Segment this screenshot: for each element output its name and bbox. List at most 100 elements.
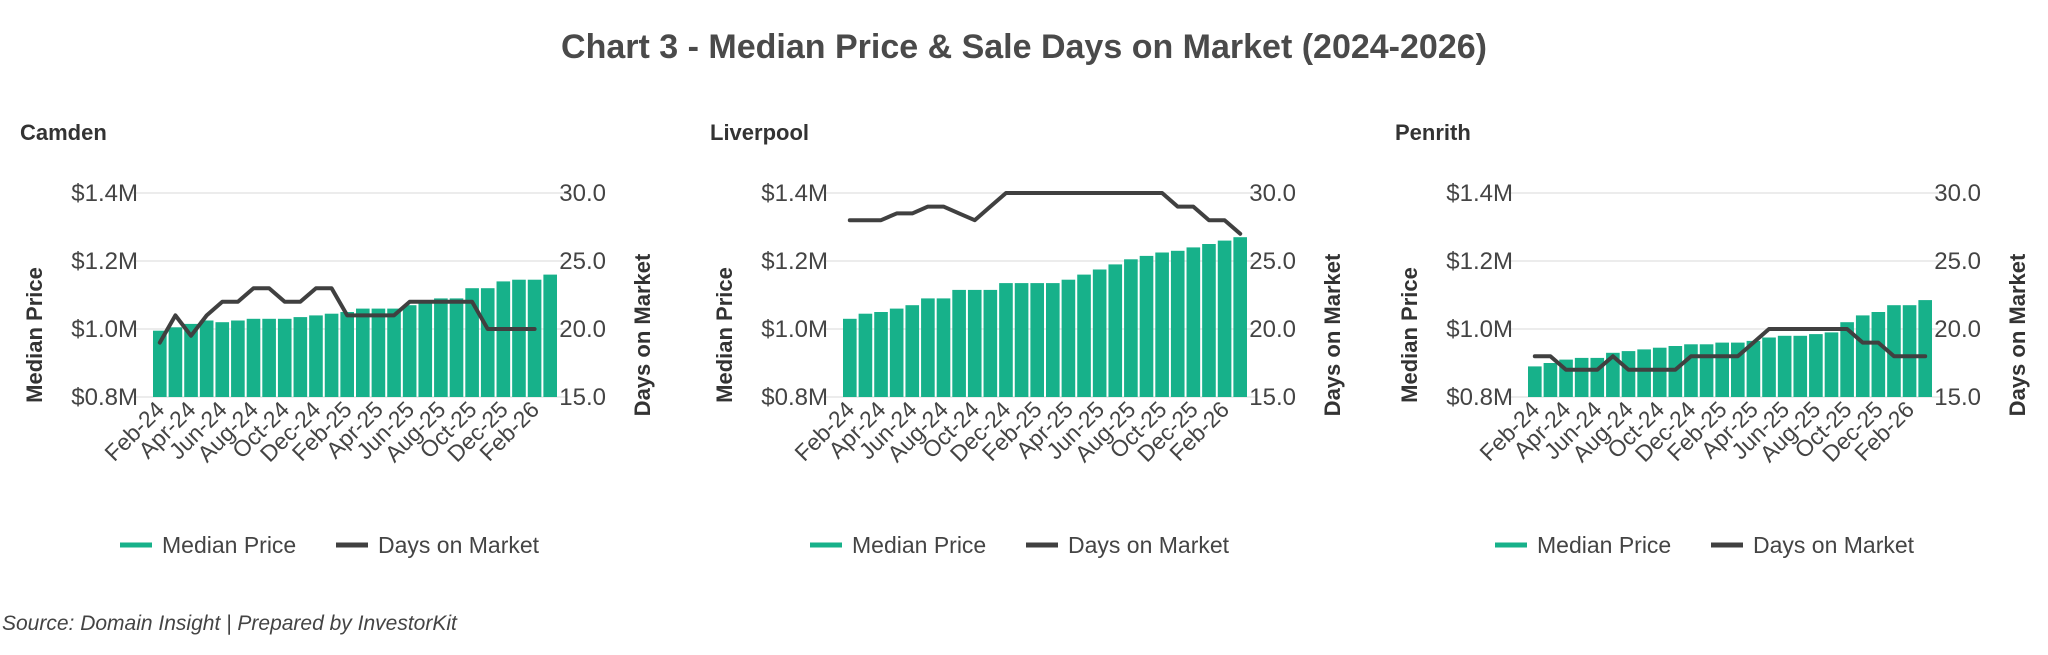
bar	[1061, 279, 1076, 397]
chart-panel-camden: Camden $0.8M $1.0M $1.2M $1.4M 15.0 20.0 25.0 30…	[0, 0, 680, 655]
bar	[1014, 283, 1029, 397]
bar	[1855, 315, 1870, 397]
chart-svg-camden: Camden $0.8M $1.0M $1.2M $1.4M 15.0 20.0 25.0 30…	[20, 120, 655, 558]
bar	[387, 308, 401, 397]
bar	[1887, 305, 1901, 397]
bar	[1170, 250, 1185, 397]
bar	[1699, 344, 1714, 397]
y-tick-label: $0.8M	[761, 384, 828, 411]
days-line	[1532, 327, 1928, 372]
y2-tick-label: 25.0	[1249, 248, 1296, 275]
bar	[967, 289, 982, 397]
y-tick-label: $1.2M	[71, 248, 138, 275]
bar	[1621, 351, 1636, 397]
y-tick-label: $1.4M	[1446, 180, 1513, 207]
bar	[371, 308, 386, 397]
bar	[1777, 335, 1792, 397]
days-line	[847, 191, 1243, 236]
bar	[434, 298, 448, 397]
bar	[1574, 357, 1589, 397]
bar	[843, 318, 857, 397]
chart-svg-liverpool: Liverpool $0.8M $1.0M $1.2M $1.4M 15.0 20.0 25.…	[710, 120, 1345, 558]
bar	[1684, 344, 1698, 397]
chart-svg-penrith: Penrith $0.8M $1.0M $1.2M $1.4M 15.0 20.0 25.0 3…	[1395, 120, 2030, 558]
bar	[1186, 247, 1201, 397]
y-axis-title: Median Price	[712, 267, 737, 403]
bar	[309, 315, 323, 397]
y-tick-label: $0.8M	[1446, 384, 1513, 411]
y2-tick-label: 15.0	[559, 384, 606, 411]
bar	[1809, 334, 1823, 397]
bar	[1217, 240, 1232, 397]
y2-axis-title: Days on Market	[630, 253, 655, 416]
bar	[1824, 332, 1839, 397]
bar	[1030, 283, 1044, 397]
bar	[356, 308, 370, 397]
bar	[527, 279, 542, 397]
bar	[449, 298, 464, 397]
bar	[1108, 264, 1123, 397]
legend-label-days: Days on Market	[1753, 532, 1915, 558]
bar	[402, 305, 417, 397]
y-axis-title: Median Price	[1397, 267, 1422, 403]
bar	[889, 308, 904, 397]
bar	[168, 327, 183, 397]
bar	[1652, 347, 1667, 397]
y2-tick-label: 20.0	[1249, 316, 1296, 343]
bar	[936, 298, 951, 397]
bar	[1715, 342, 1729, 397]
bar	[153, 330, 167, 397]
bar	[199, 320, 214, 397]
y-tick-label: $1.0M	[1446, 316, 1513, 343]
bar	[324, 313, 339, 397]
bar	[1202, 244, 1216, 397]
bar	[1918, 300, 1932, 397]
legend-label-days: Days on Market	[378, 532, 540, 558]
y2-tick-label: 30.0	[559, 180, 606, 207]
bar	[215, 322, 230, 397]
source-note: Source: Domain Insight | Prepared by Inv…	[2, 612, 457, 635]
y-axis-title: Median Price	[22, 267, 47, 403]
bar	[1528, 366, 1542, 397]
bar	[1762, 337, 1776, 397]
bar	[1124, 259, 1138, 397]
bar	[418, 301, 433, 397]
y-tick-label: $1.0M	[761, 316, 828, 343]
bar	[858, 313, 873, 397]
bar	[293, 317, 308, 397]
bar	[231, 320, 245, 397]
y-tick-label: $1.2M	[1446, 248, 1513, 275]
bar	[480, 288, 495, 397]
bar	[1139, 255, 1154, 397]
bar	[1077, 274, 1091, 397]
bar	[983, 289, 998, 397]
legend-label-price: Median Price	[162, 532, 296, 558]
y2-tick-label: 25.0	[559, 248, 606, 275]
panel-title: Camden	[20, 120, 107, 145]
legend-label-days: Days on Market	[1068, 532, 1230, 558]
bar	[277, 318, 292, 397]
y2-tick-label: 20.0	[1934, 316, 1981, 343]
bar	[262, 318, 276, 397]
bar	[1543, 363, 1558, 397]
y2-tick-label: 30.0	[1249, 180, 1296, 207]
days-line	[157, 286, 537, 345]
y-tick-label: $1.2M	[761, 248, 828, 275]
bar	[512, 279, 526, 397]
bar	[340, 312, 354, 397]
y-tick-label: $1.0M	[71, 316, 138, 343]
bar	[1840, 322, 1854, 397]
bar	[543, 274, 557, 397]
chart-title: Chart 3 - Median Price & Sale Days on Ma…	[561, 28, 1487, 66]
bar	[1871, 312, 1886, 397]
chart-panel-penrith: Penrith $0.8M $1.0M $1.2M $1.4M 15.0 20.0 25.0 3…	[1375, 0, 2048, 655]
y2-tick-label: 25.0	[1934, 248, 1981, 275]
bar	[1902, 305, 1917, 397]
bar	[874, 312, 888, 397]
bar	[1793, 335, 1808, 397]
bar	[1092, 269, 1107, 397]
bar	[496, 281, 511, 397]
bar	[246, 318, 261, 397]
bar	[1637, 349, 1651, 397]
bar	[1746, 340, 1761, 397]
